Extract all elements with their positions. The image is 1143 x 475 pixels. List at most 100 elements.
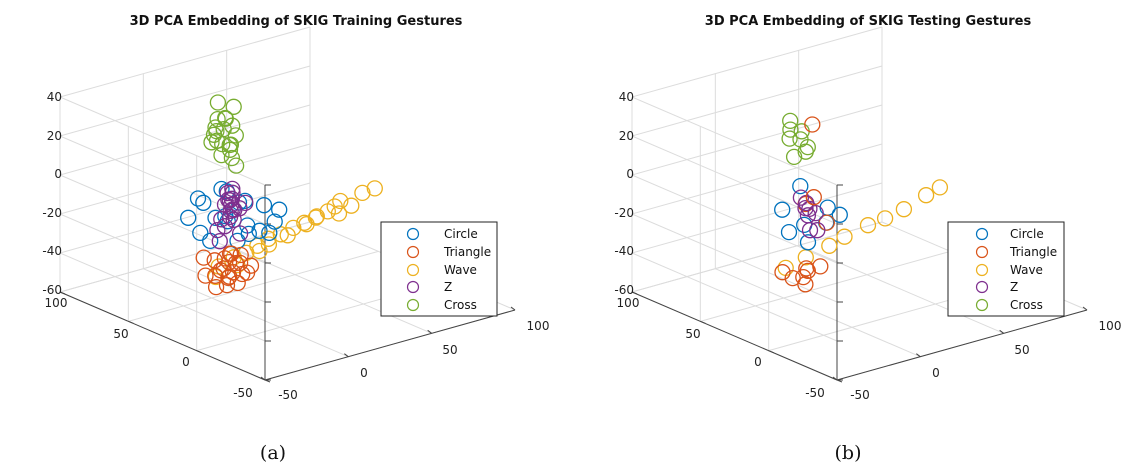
legend-marker-z <box>975 280 989 294</box>
z-tick-label: -40 <box>614 244 634 258</box>
data-point-z <box>231 225 249 242</box>
y-tick-mark <box>832 376 838 381</box>
legend-marker-cross <box>406 298 420 312</box>
x-tick-mark <box>768 350 774 354</box>
data-point-circle <box>792 177 809 195</box>
data-point-z <box>219 184 236 202</box>
data-point-cross <box>797 143 814 160</box>
z-axis-ticks: 40 20 0 -20 -40 -60 <box>42 90 62 297</box>
z-tick-label: 0 <box>626 167 634 181</box>
chart-title: 3D PCA Embedding of SKIG Testing Gesture… <box>705 14 1032 29</box>
x-tick-mark <box>59 291 66 295</box>
grid-line <box>631 26 883 98</box>
y-tick-mark <box>510 306 516 311</box>
data-point-wave <box>895 201 913 218</box>
legend-label-circle: Circle <box>1010 227 1044 241</box>
data-point-wave <box>917 187 935 204</box>
x-tick-label: 50 <box>113 327 128 341</box>
data-point-cross <box>221 141 239 158</box>
data-point-triangle <box>234 265 251 283</box>
panel-b: 3D PCA Embedding of SKIG Testing Gesture… <box>614 14 1121 464</box>
x-tick-label: 0 <box>182 355 190 369</box>
data-point-cross <box>781 130 798 147</box>
data-point-triangle <box>220 253 238 271</box>
y-tick-mark <box>916 353 921 358</box>
data-point-cross <box>213 146 230 164</box>
y-tick-label: -50 <box>278 388 298 402</box>
x-tick-label: 100 <box>45 296 68 310</box>
data-point-z <box>799 207 817 224</box>
data-point-wave <box>354 184 371 202</box>
z-tick-label: -60 <box>614 283 634 297</box>
grid-line <box>226 244 432 334</box>
grid-line <box>59 174 266 264</box>
x-tick-mark <box>836 379 843 383</box>
grid-line <box>631 104 883 176</box>
x-tick-label: 50 <box>685 327 700 341</box>
data-point-triangle <box>232 246 249 264</box>
z-tick-label: 20 <box>619 129 634 143</box>
y-tick-mark <box>260 376 266 381</box>
data-point-circle <box>266 213 283 230</box>
legend-label-circle: Circle <box>444 227 478 241</box>
data-point-cross <box>209 110 226 128</box>
y-tick-label: 50 <box>442 343 457 357</box>
data-point-cross <box>782 112 799 130</box>
legend-label-wave: Wave <box>1010 263 1043 277</box>
data-point-triangle <box>795 268 812 286</box>
data-point-z <box>209 221 226 239</box>
data-point-wave <box>260 236 278 253</box>
legend-label-wave: Wave <box>444 263 477 277</box>
grid-line <box>59 104 311 176</box>
grid-line <box>715 268 921 358</box>
data-point-triangle <box>212 262 229 279</box>
data-point-circle <box>774 201 791 218</box>
data-point-wave <box>777 259 794 277</box>
grid-line <box>631 252 838 342</box>
data-point-cross <box>203 134 220 151</box>
x-tick-label: 0 <box>754 355 762 369</box>
grid-line <box>700 250 951 322</box>
data-point-cross <box>207 119 224 136</box>
legend-marker-circle <box>975 227 989 241</box>
legend-marker-wave <box>406 263 420 277</box>
chart-title: 3D PCA Embedding of SKIG Training Gestur… <box>130 14 463 29</box>
data-point-cross <box>223 149 241 167</box>
legend-label-z: Z <box>444 280 452 294</box>
data-point-triangle <box>804 116 821 133</box>
y-tick-label: 100 <box>527 319 550 333</box>
data-point-triangle <box>195 249 212 266</box>
grid-line <box>59 252 266 342</box>
scatter-points <box>774 112 949 293</box>
data-point-triangle <box>798 260 815 277</box>
panel-caption: (a) <box>260 442 286 464</box>
data-point-circle <box>819 199 836 216</box>
data-point-wave <box>836 228 853 245</box>
data-point-circle <box>255 197 273 214</box>
data-point-triangle <box>242 257 260 274</box>
data-point-circle <box>261 224 278 242</box>
legend-label-triangle: Triangle <box>1009 245 1057 259</box>
y-tick-label: 0 <box>932 366 940 380</box>
z-tick-label: -20 <box>614 206 634 220</box>
z-tick-label: 40 <box>47 90 62 104</box>
panel-caption: (b) <box>835 442 862 464</box>
grid-line <box>59 65 311 137</box>
data-point-z <box>224 184 241 201</box>
y-axis-ticks: -50 0 50 100 <box>850 319 1121 402</box>
y-tick-mark <box>427 329 432 334</box>
y-tick-label: 50 <box>1014 343 1029 357</box>
y-tick-mark <box>1082 306 1088 311</box>
x-tick-mark <box>196 350 202 354</box>
data-point-cross <box>227 127 244 144</box>
data-point-circle <box>799 234 817 251</box>
y-axis-ticks: -50 0 50 100 <box>278 319 549 402</box>
grid-line <box>798 244 1004 334</box>
z-tick-label: 20 <box>47 129 62 143</box>
x-tick-mark <box>264 379 271 383</box>
x-axis-ticks: 100 50 0 -50 <box>45 296 253 400</box>
legend-marker-triangle <box>406 245 420 259</box>
data-point-circle <box>271 201 288 218</box>
y-axis-line <box>836 309 1088 381</box>
z-axis-ticks: 40 20 0 -20 -40 -60 <box>614 90 634 297</box>
